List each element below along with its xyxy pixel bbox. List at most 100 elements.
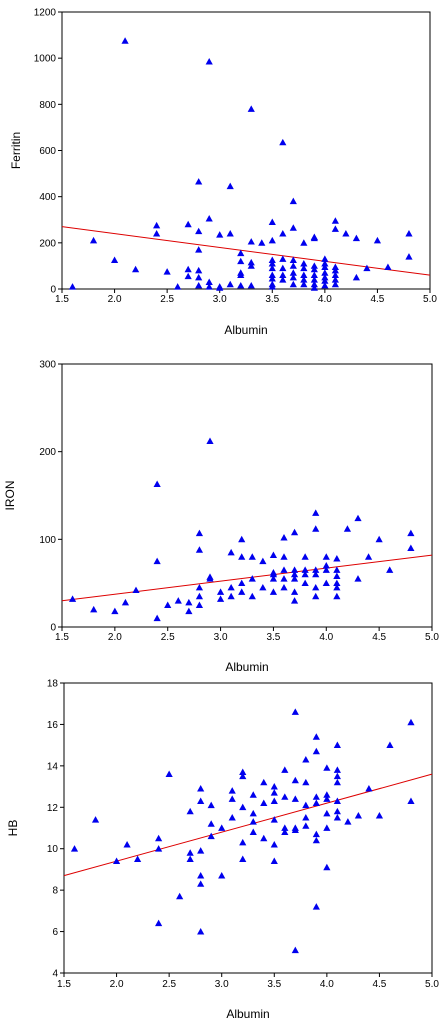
hb-data-point bbox=[333, 766, 341, 773]
ferritin-data-point bbox=[195, 281, 203, 289]
ferritin-fit-line bbox=[61, 226, 431, 276]
hb-data-point bbox=[386, 741, 394, 749]
hb-data-point bbox=[249, 818, 257, 825]
ferritin-data-point bbox=[268, 260, 276, 267]
ferritin-y-tick-label: 200 bbox=[39, 238, 56, 249]
iron-data-point bbox=[333, 592, 341, 600]
ferritin-data-point bbox=[289, 197, 297, 205]
hb-y-tick-label: 14 bbox=[47, 761, 59, 772]
iron-data-point bbox=[121, 598, 130, 606]
ferritin-data-point bbox=[331, 280, 339, 288]
hb-fit-line bbox=[63, 773, 433, 877]
ferritin-y-tick-label: 600 bbox=[39, 146, 56, 157]
iron-data-point bbox=[195, 546, 204, 553]
ferritin-plot-frame bbox=[61, 11, 431, 290]
hb-data-point bbox=[312, 793, 320, 800]
ferritin-data-point bbox=[321, 273, 329, 281]
ferritin-x-tick-label: 5.0 bbox=[423, 294, 437, 305]
iron-data-point bbox=[195, 601, 204, 608]
iron-data-point bbox=[195, 583, 204, 591]
iron-x-axis-title: Albumin bbox=[225, 660, 268, 674]
iron-data-point bbox=[375, 535, 383, 543]
ferritin-data-point bbox=[300, 264, 308, 272]
iron-data-point bbox=[290, 570, 299, 578]
hb-data-point bbox=[197, 847, 205, 854]
iron-data-point bbox=[216, 595, 225, 602]
iron-data-point bbox=[238, 588, 246, 595]
iron-x-tick-label: 4.5 bbox=[372, 632, 386, 643]
iron-data-point bbox=[248, 592, 256, 600]
ferritin-data-point bbox=[373, 236, 382, 244]
hb-data-point bbox=[249, 828, 257, 836]
iron-data-point bbox=[280, 566, 288, 573]
hb-y-axis-title: HB bbox=[6, 820, 20, 837]
ferritin-data-point bbox=[247, 258, 255, 266]
ferritin-data-point bbox=[153, 230, 161, 237]
ferritin-data-point bbox=[331, 271, 339, 279]
chart-ferritin: 1.5 2.0 2.5 3.0 3.5 4.0 4.5 5.0 0 200 400 600 800 100… bbox=[9, 8, 437, 338]
ferritin-data-point bbox=[268, 271, 276, 279]
iron-x-tick-label: 1.5 bbox=[55, 632, 69, 643]
hb-data-point bbox=[270, 816, 278, 823]
iron-data-point bbox=[290, 597, 299, 604]
ferritin-data-point bbox=[321, 260, 329, 267]
ferritin-data-point bbox=[321, 263, 329, 270]
ferritin-x-tick-label: 2.5 bbox=[160, 294, 174, 305]
iron-x-tick-label: 5.0 bbox=[425, 632, 439, 643]
hb-data-point bbox=[323, 791, 331, 798]
ferritin-data-point bbox=[289, 273, 297, 281]
hb-data-point bbox=[302, 801, 310, 809]
iron-data-point bbox=[290, 528, 299, 536]
hb-y-tick-label: 6 bbox=[52, 927, 58, 938]
ferritin-x-tick-label: 2.0 bbox=[108, 294, 122, 305]
ferritin-data-point bbox=[226, 230, 234, 237]
ferritin-x-tick-label: 3.0 bbox=[213, 294, 227, 305]
ferritin-data-point bbox=[237, 281, 245, 289]
hb-data-point bbox=[333, 807, 341, 815]
iron-data-point bbox=[280, 533, 288, 541]
iron-data-point bbox=[174, 597, 182, 604]
hb-data-point bbox=[197, 872, 205, 879]
ferritin-data-point bbox=[331, 225, 339, 232]
iron-data-point bbox=[386, 566, 394, 573]
hb-data-point bbox=[270, 789, 278, 796]
hb-data-point bbox=[112, 857, 121, 865]
hb-data-point bbox=[186, 855, 194, 862]
ferritin-data-point bbox=[342, 230, 350, 237]
iron-data-point bbox=[90, 605, 98, 613]
ferritin-data-point bbox=[321, 269, 329, 276]
hb-data-point bbox=[333, 778, 341, 786]
hb-data-point bbox=[281, 766, 289, 773]
hb-data-point bbox=[239, 838, 247, 846]
iron-data-point bbox=[301, 570, 309, 578]
hb-data-point bbox=[260, 799, 268, 807]
ferritin-data-point bbox=[289, 269, 297, 276]
iron-data-point bbox=[312, 509, 320, 516]
hb-data-point bbox=[176, 892, 184, 900]
hb-data-point bbox=[197, 785, 205, 792]
ferritin-data-point bbox=[289, 262, 297, 269]
ferritin-data-point bbox=[289, 280, 297, 288]
hb-data-point bbox=[291, 795, 299, 802]
hb-data-point bbox=[312, 903, 320, 910]
hb-data-point bbox=[207, 820, 215, 827]
ferritin-data-point bbox=[300, 280, 308, 288]
ferritin-data-point bbox=[279, 255, 287, 262]
ferritin-data-point bbox=[205, 283, 213, 290]
iron-data-point bbox=[322, 562, 330, 569]
hb-data-point bbox=[228, 814, 236, 821]
hb-data-point bbox=[249, 809, 257, 817]
iron-data-point bbox=[227, 583, 235, 591]
iron-data-point bbox=[227, 592, 235, 600]
ferritin-data-point bbox=[321, 281, 329, 289]
hb-data-point bbox=[134, 855, 142, 862]
iron-data-point bbox=[301, 566, 309, 573]
iron-x-tick-label: 4.0 bbox=[319, 632, 333, 643]
ferritin-data-point bbox=[268, 275, 276, 282]
hb-data-point bbox=[239, 772, 247, 780]
ferritin-data-point bbox=[331, 276, 339, 283]
iron-x-tick-label: 2.5 bbox=[161, 632, 175, 643]
hb-x-tick-label: 2.5 bbox=[162, 979, 176, 990]
ferritin-data-point bbox=[310, 276, 318, 283]
hb-data-point bbox=[281, 793, 289, 800]
